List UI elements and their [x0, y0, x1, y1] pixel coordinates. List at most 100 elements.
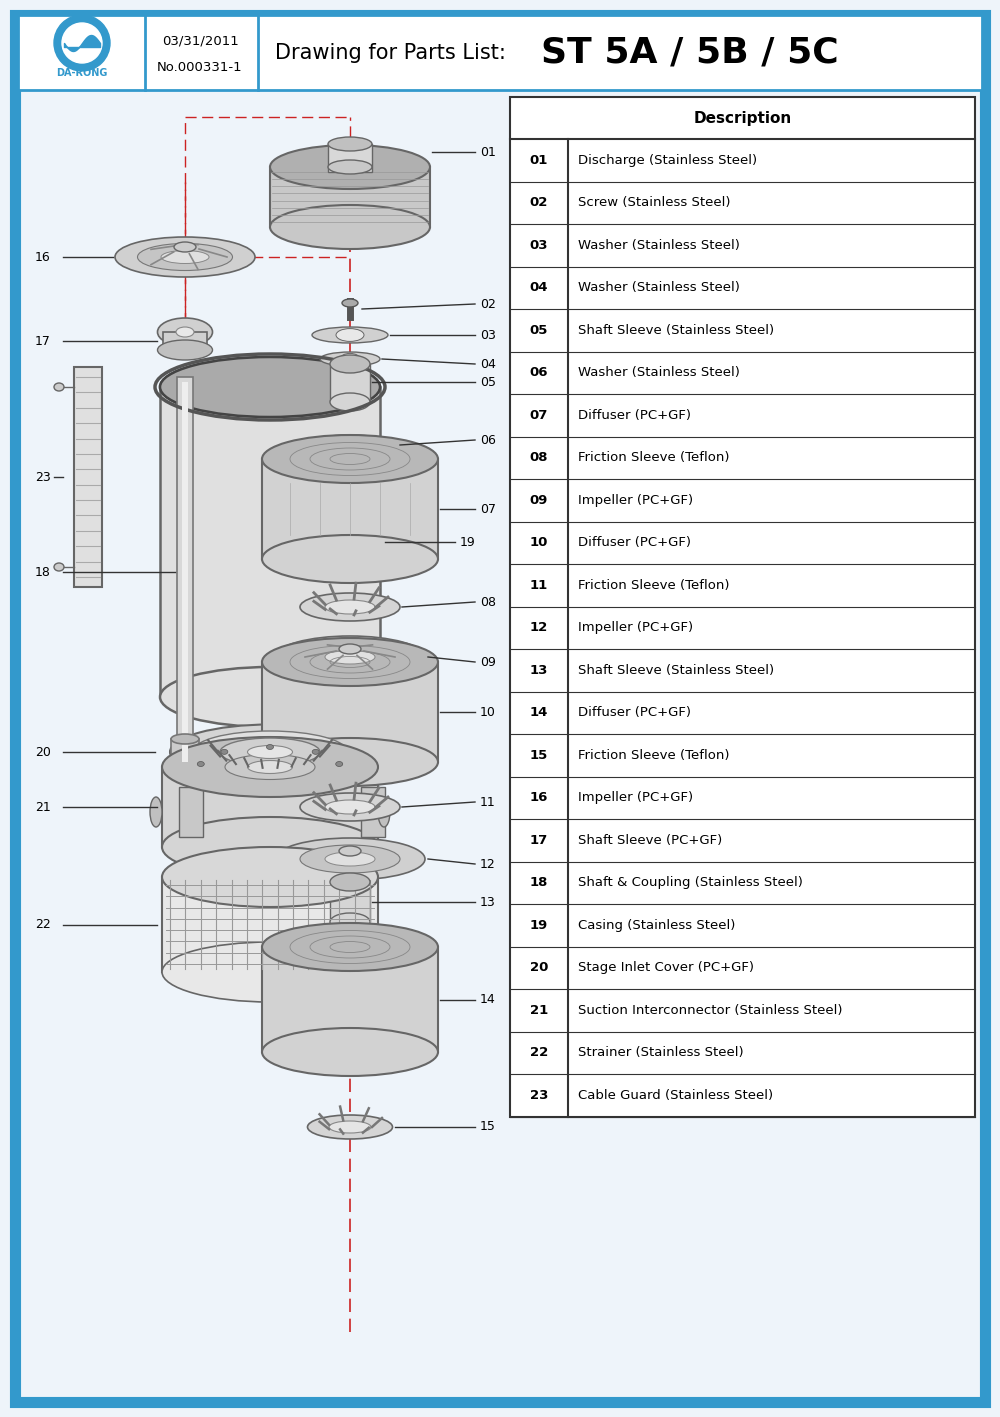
Text: Shaft Sleeve (PC+GF): Shaft Sleeve (PC+GF): [578, 833, 722, 847]
Ellipse shape: [325, 852, 375, 866]
Ellipse shape: [275, 636, 425, 677]
Text: Washer (Stainless Steel): Washer (Stainless Steel): [578, 281, 740, 295]
Ellipse shape: [300, 845, 400, 873]
Text: 11: 11: [530, 578, 548, 592]
Ellipse shape: [176, 327, 194, 337]
Text: 17: 17: [35, 334, 51, 347]
Bar: [162, 767, 378, 847]
Bar: [330, 881, 370, 922]
Ellipse shape: [161, 251, 209, 264]
Ellipse shape: [150, 796, 162, 828]
Bar: [179, 786, 203, 837]
Text: 06: 06: [530, 366, 548, 380]
Text: 23: 23: [35, 470, 51, 483]
Ellipse shape: [54, 383, 64, 391]
Ellipse shape: [138, 244, 233, 271]
Text: 09: 09: [480, 656, 496, 669]
Text: 05: 05: [530, 323, 548, 337]
Ellipse shape: [160, 667, 380, 727]
Ellipse shape: [325, 801, 375, 813]
Bar: [171, 740, 199, 767]
Ellipse shape: [225, 754, 315, 779]
Ellipse shape: [328, 160, 372, 174]
Ellipse shape: [300, 794, 400, 820]
Text: 13: 13: [530, 663, 548, 677]
Ellipse shape: [336, 761, 343, 767]
Ellipse shape: [312, 750, 319, 754]
Ellipse shape: [302, 435, 398, 455]
Ellipse shape: [197, 761, 204, 767]
Ellipse shape: [330, 913, 370, 931]
Ellipse shape: [330, 356, 370, 373]
Ellipse shape: [174, 242, 196, 252]
Ellipse shape: [339, 846, 361, 856]
Text: 01: 01: [480, 146, 496, 159]
Text: 03/31/2011: 03/31/2011: [162, 35, 238, 48]
Ellipse shape: [262, 738, 438, 786]
Text: 22: 22: [530, 1046, 548, 1060]
Ellipse shape: [158, 340, 213, 360]
Text: 23: 23: [530, 1088, 548, 1102]
Ellipse shape: [162, 737, 378, 796]
Ellipse shape: [329, 1121, 371, 1134]
Ellipse shape: [54, 563, 64, 571]
Text: 10: 10: [480, 706, 496, 718]
Text: 07: 07: [530, 408, 548, 422]
Bar: [177, 377, 193, 767]
Text: 21: 21: [35, 801, 51, 813]
Text: Impeller (PC+GF): Impeller (PC+GF): [578, 621, 693, 635]
Ellipse shape: [325, 650, 375, 665]
Text: Diffuser (PC+GF): Diffuser (PC+GF): [578, 536, 691, 550]
Bar: [182, 383, 188, 762]
Ellipse shape: [342, 299, 358, 307]
Text: 02: 02: [480, 298, 496, 310]
Text: 19: 19: [460, 536, 476, 548]
Text: Washer (Stainless Steel): Washer (Stainless Steel): [578, 366, 740, 380]
Text: Discharge (Stainless Steel): Discharge (Stainless Steel): [578, 154, 757, 167]
Text: 04: 04: [480, 357, 496, 370]
Bar: [330, 364, 370, 402]
Ellipse shape: [221, 750, 228, 754]
Circle shape: [54, 16, 110, 71]
Bar: [262, 459, 438, 558]
Ellipse shape: [340, 353, 360, 364]
Ellipse shape: [170, 724, 370, 779]
Ellipse shape: [162, 847, 378, 907]
Text: 15: 15: [480, 1121, 496, 1134]
Ellipse shape: [162, 942, 378, 1002]
Ellipse shape: [262, 638, 438, 686]
Ellipse shape: [308, 1115, 393, 1139]
Ellipse shape: [336, 329, 364, 341]
Text: 06: 06: [480, 434, 496, 446]
Bar: [18, 16, 982, 91]
Text: DA-RONG: DA-RONG: [56, 68, 108, 78]
Text: 07: 07: [480, 503, 496, 516]
Text: 12: 12: [530, 621, 548, 635]
Text: Friction Sleeve (Teflon): Friction Sleeve (Teflon): [578, 578, 730, 592]
Ellipse shape: [262, 922, 438, 971]
Text: 20: 20: [35, 745, 51, 758]
Text: 05: 05: [480, 376, 496, 388]
Ellipse shape: [171, 734, 199, 744]
Ellipse shape: [262, 1027, 438, 1076]
Text: 01: 01: [530, 154, 548, 167]
Ellipse shape: [115, 237, 255, 276]
Ellipse shape: [275, 837, 425, 880]
Text: Stage Inlet Cover (PC+GF): Stage Inlet Cover (PC+GF): [578, 961, 754, 975]
Ellipse shape: [160, 357, 380, 417]
Text: Impeller (PC+GF): Impeller (PC+GF): [578, 791, 693, 805]
Text: Suction Interconnector (Stainless Steel): Suction Interconnector (Stainless Steel): [578, 1003, 842, 1017]
Ellipse shape: [328, 137, 372, 152]
Text: 20: 20: [530, 961, 548, 975]
Text: 03: 03: [480, 329, 496, 341]
Text: No.000331-1: No.000331-1: [157, 61, 243, 74]
Text: 16: 16: [35, 251, 51, 264]
Text: Friction Sleeve (Teflon): Friction Sleeve (Teflon): [578, 451, 730, 465]
Text: 21: 21: [530, 1003, 548, 1017]
Text: Shaft & Coupling (Stainless Steel): Shaft & Coupling (Stainless Steel): [578, 876, 803, 890]
Text: Diffuser (PC+GF): Diffuser (PC+GF): [578, 706, 691, 720]
Text: Friction Sleeve (Teflon): Friction Sleeve (Teflon): [578, 748, 730, 762]
Text: Impeller (PC+GF): Impeller (PC+GF): [578, 493, 693, 507]
Bar: [262, 947, 438, 1051]
Text: Shaft Sleeve (Stainless Steel): Shaft Sleeve (Stainless Steel): [578, 323, 774, 337]
